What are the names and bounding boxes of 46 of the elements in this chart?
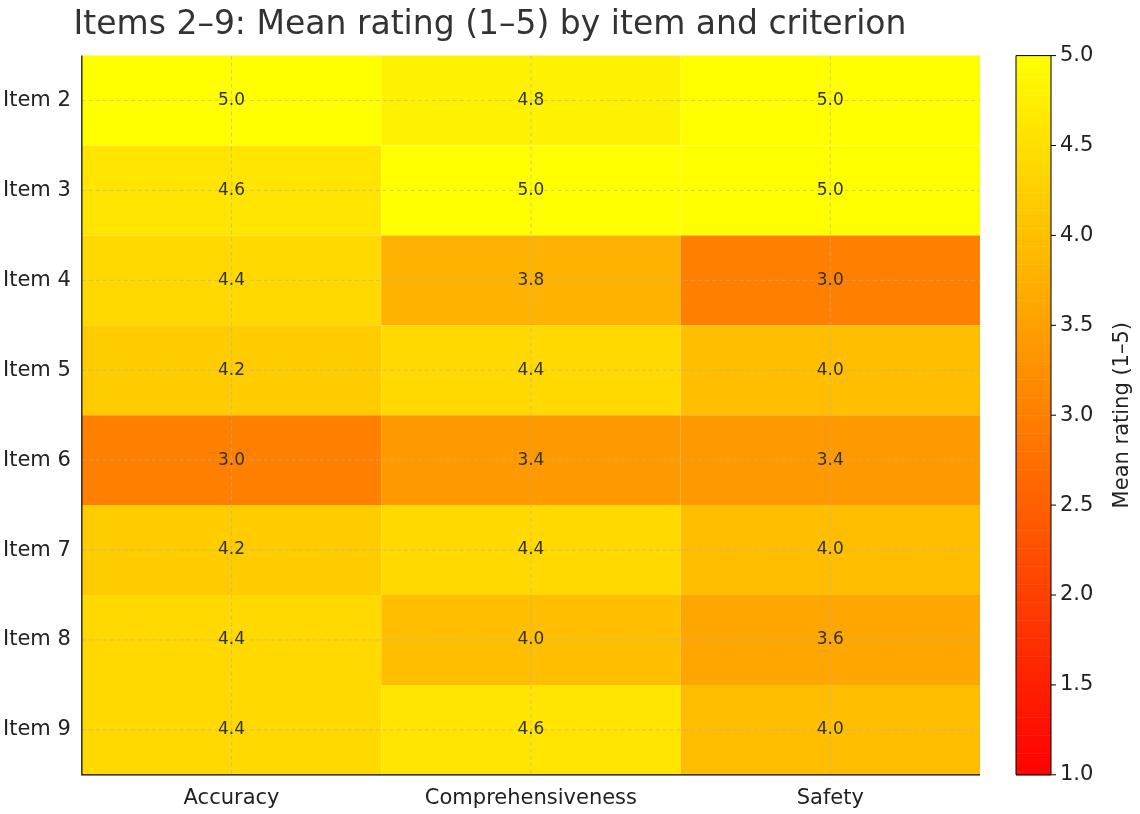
data-label: 3.8 bbox=[517, 268, 545, 289]
data-label: 4.4 bbox=[517, 538, 545, 559]
data-label: 5.0 bbox=[816, 88, 844, 109]
data-label: 4.4 bbox=[218, 268, 246, 289]
data-label: 3.6 bbox=[816, 628, 844, 649]
color-bar-label: 1.0 bbox=[1060, 761, 1094, 786]
y-tick-label: Item 3 bbox=[3, 176, 71, 201]
color-bar-label: 3.0 bbox=[1060, 401, 1094, 426]
data-label: 5.0 bbox=[816, 178, 844, 199]
data-label: 3.0 bbox=[816, 268, 844, 289]
data-label: 3.4 bbox=[816, 448, 844, 469]
data-label: 4.6 bbox=[517, 718, 545, 739]
data-label: 4.0 bbox=[816, 358, 844, 379]
data-label: 4.0 bbox=[816, 718, 844, 739]
data-label: 4.4 bbox=[517, 358, 545, 379]
data-label: 5.0 bbox=[517, 178, 545, 199]
data-label: 4.4 bbox=[218, 718, 246, 739]
color-bar-label: 5.0 bbox=[1060, 42, 1094, 67]
y-tick-label: Item 8 bbox=[3, 626, 71, 651]
color-bar-label: 2.0 bbox=[1060, 581, 1094, 606]
y-tick-label: Item 2 bbox=[3, 87, 71, 111]
x-tick-label: Comprehensiveness bbox=[424, 784, 638, 809]
data-label: 4.0 bbox=[517, 628, 545, 649]
y-tick-label: Item 7 bbox=[3, 536, 71, 561]
data-label: 4.0 bbox=[816, 538, 844, 559]
data-label: 3.0 bbox=[218, 448, 246, 469]
data-label: 4.2 bbox=[218, 538, 246, 559]
color-bar-label: 1.5 bbox=[1060, 671, 1094, 696]
color-bar-label: 4.5 bbox=[1060, 131, 1094, 156]
x-tick-label: Accuracy bbox=[183, 784, 280, 809]
color-bar-label: 3.5 bbox=[1060, 311, 1094, 336]
data-label: 4.6 bbox=[218, 178, 246, 199]
y-tick-label: Item 9 bbox=[3, 716, 71, 741]
y-tick-label: Item 4 bbox=[3, 266, 71, 291]
x-tick-label: Safety bbox=[796, 784, 864, 809]
data-label: 4.2 bbox=[218, 358, 246, 379]
y-tick-label: Item 6 bbox=[3, 446, 71, 471]
data-label: 4.8 bbox=[517, 88, 545, 109]
chart-title: Items 2–9: Mean rating (1–5) by item and criterion bbox=[73, 3, 907, 43]
data-label: 4.4 bbox=[218, 628, 246, 649]
data-label: 3.4 bbox=[517, 448, 545, 469]
data-label: 5.0 bbox=[218, 88, 246, 109]
color-bar-title: Mean rating (1–5) bbox=[1108, 322, 1133, 509]
y-tick-label: Item 5 bbox=[3, 356, 71, 381]
color-bar-label: 4.0 bbox=[1060, 221, 1094, 246]
color-bar-label: 2.5 bbox=[1060, 491, 1094, 516]
